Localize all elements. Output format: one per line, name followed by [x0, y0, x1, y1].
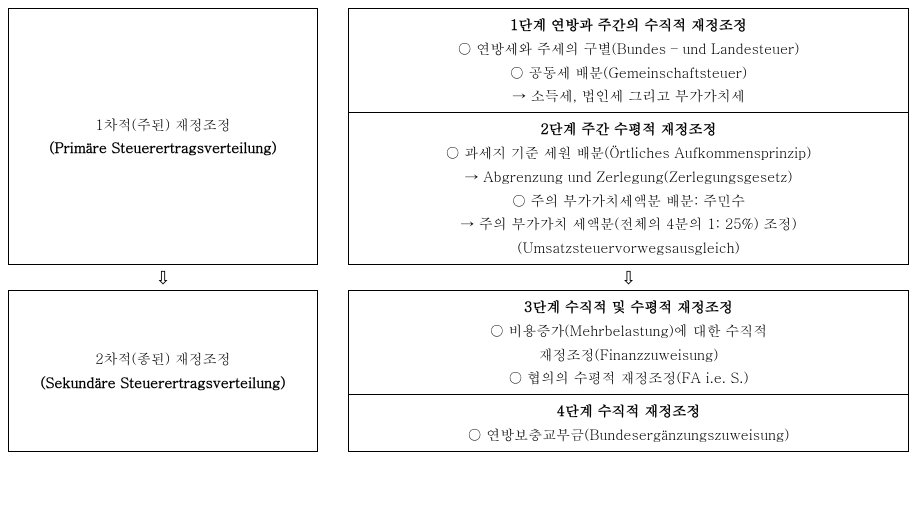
stage2-title: 2단계 주간 수평적 재정조정 [355, 117, 902, 141]
stage4-line1: ○ 연방보충교부금(Bundesergänzungszuweisung) [355, 423, 902, 447]
arrow-down-right: ⇩ [348, 265, 909, 290]
stage3-title: 3단계 수직적 및 수평적 재정조정 [355, 295, 902, 319]
primary-stages-group: 1단계 연방과 주간의 수직적 재정조정 ○ 연방세와 주세의 구별(Bunde… [348, 8, 909, 265]
stage3-box: 3단계 수직적 및 수평적 재정조정 ○ 비용증가(Mehrbelastung)… [348, 290, 909, 395]
stage1-line3: → 소득세, 법인세 그리고 부가가치세 [355, 84, 902, 108]
secondary-title-ko: 2차적(종된) 재정조정 [13, 347, 313, 371]
stage1-line1: ○ 연방세와 주세의 구별(Bundes – und Landesteuer) [355, 37, 902, 61]
arrow-down-left: ⇩ [8, 265, 318, 290]
stage2-line5: (Umsatzsteuervorwegsausgleich) [355, 236, 902, 260]
primary-box: 1차적(주된) 재정조정 (Primäre Steuerertragsverte… [8, 8, 318, 265]
stage4-box: 4단계 수직적 재정조정 ○ 연방보충교부금(Bundesergänzungsz… [348, 395, 909, 452]
stage3-line1: ○ 비용증가(Mehrbelastung)에 대한 수직적 [355, 319, 902, 343]
diagram-grid: 1차적(주된) 재정조정 (Primäre Steuerertragsverte… [8, 8, 909, 452]
stage3-line2: 재정조정(Finanzzuweisung) [355, 343, 902, 367]
stage2-line1: ○ 과세지 기준 세원 배분(Örtliches Aufkommensprinz… [355, 141, 902, 165]
primary-title-de: (Primäre Steuerertragsverteilung) [13, 136, 313, 160]
stage3-line3: ○ 협의의 수평적 재정조정(FA i.e. S.) [355, 366, 902, 390]
stage2-line2: → Abgrenzung und Zerlegung(Zerlegungsges… [355, 165, 902, 189]
secondary-box: 2차적(종된) 재정조정 (Sekundäre Steuerertragsver… [8, 290, 318, 452]
stage2-line3: ○ 주의 부가가치세액분 배분: 주민수 [355, 189, 902, 213]
stage2-line4: → 주의 부가가치 세액분(전체의 4분의 1: 25%) 조정) [355, 212, 902, 236]
stage4-title: 4단계 수직적 재정조정 [355, 399, 902, 423]
stage2-box: 2단계 주간 수평적 재정조정 ○ 과세지 기준 세원 배분(Örtliches… [348, 113, 909, 265]
spacer [318, 290, 348, 452]
primary-title-ko: 1차적(주된) 재정조정 [13, 113, 313, 137]
spacer [318, 8, 348, 265]
stage1-box: 1단계 연방과 주간의 수직적 재정조정 ○ 연방세와 주세의 구별(Bunde… [348, 8, 909, 113]
stage1-title: 1단계 연방과 주간의 수직적 재정조정 [355, 13, 902, 37]
secondary-stages-group: 3단계 수직적 및 수평적 재정조정 ○ 비용증가(Mehrbelastung)… [348, 290, 909, 452]
stage1-line2: ○ 공동세 배분(Gemeinschaftsteuer) [355, 61, 902, 85]
spacer [318, 265, 348, 290]
secondary-title-de: (Sekundäre Steuerertragsverteilung) [13, 371, 313, 395]
